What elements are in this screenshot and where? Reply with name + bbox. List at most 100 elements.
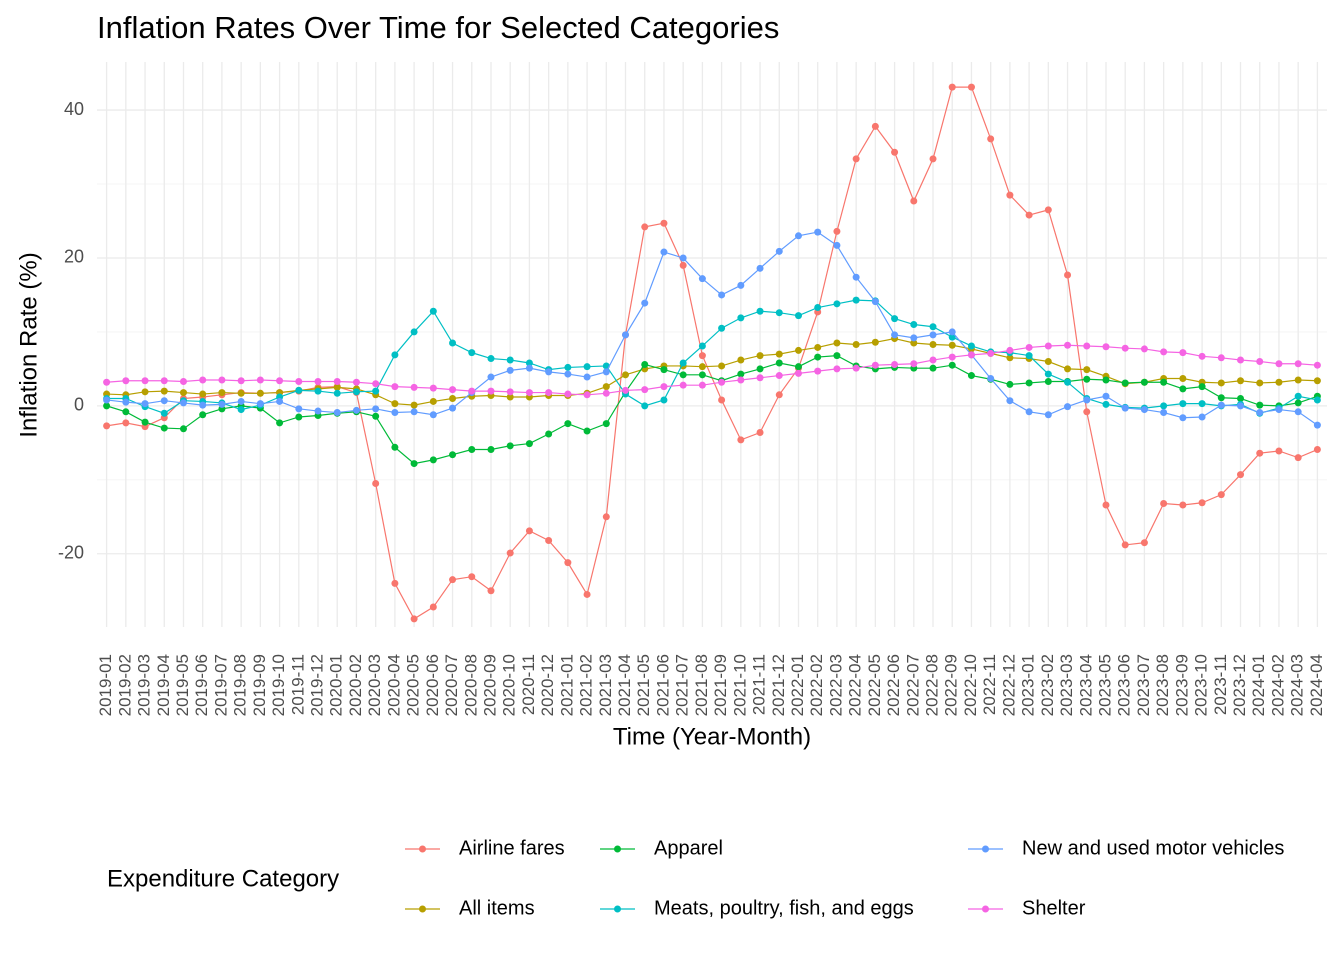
point xyxy=(468,573,476,581)
point xyxy=(929,155,937,163)
legend-entry: Apparel xyxy=(600,837,723,859)
point xyxy=(410,460,418,468)
point xyxy=(1121,404,1129,412)
point xyxy=(929,323,937,331)
point xyxy=(871,122,879,130)
point xyxy=(1140,406,1148,414)
point xyxy=(622,371,630,379)
point xyxy=(929,331,937,339)
point xyxy=(506,442,514,450)
y-tick-label: -20 xyxy=(58,543,84,563)
x-tick-label: 2020-07 xyxy=(442,654,461,716)
point xyxy=(276,419,284,427)
legend-key-point xyxy=(614,905,621,913)
point xyxy=(718,396,726,404)
point xyxy=(641,386,649,394)
series-line xyxy=(106,299,1318,414)
point xyxy=(1217,379,1225,387)
point xyxy=(583,590,591,598)
point xyxy=(775,350,783,358)
point xyxy=(1294,360,1302,368)
point xyxy=(1179,501,1187,509)
x-tick-label: 2023-09 xyxy=(1172,654,1191,716)
point xyxy=(852,296,860,304)
x-tick-label: 2019-06 xyxy=(192,654,211,716)
point xyxy=(160,409,168,417)
point xyxy=(449,339,457,347)
point xyxy=(1217,394,1225,402)
point xyxy=(237,397,245,405)
point xyxy=(487,587,495,595)
point xyxy=(1198,499,1206,507)
point xyxy=(602,383,610,391)
point xyxy=(1237,402,1245,410)
point xyxy=(372,405,380,413)
x-tick-label: 2022-09 xyxy=(942,654,961,716)
point xyxy=(487,387,495,395)
point xyxy=(1275,360,1283,368)
x-tick-label: 2022-08 xyxy=(923,654,942,716)
point xyxy=(1044,370,1052,378)
point xyxy=(449,404,457,412)
x-tick-label: 2024-02 xyxy=(1268,654,1287,716)
y-tick-label: 0 xyxy=(74,395,84,415)
point xyxy=(314,377,322,385)
point xyxy=(1025,343,1033,351)
point xyxy=(1198,352,1206,360)
point xyxy=(833,365,841,373)
x-tick-label: 2020-11 xyxy=(519,654,538,715)
point xyxy=(391,409,399,417)
point xyxy=(1313,377,1321,385)
point xyxy=(1313,396,1321,404)
point xyxy=(756,307,764,315)
x-tick-label: 2019-05 xyxy=(173,654,192,716)
y-tick-label: 40 xyxy=(64,99,84,119)
point xyxy=(602,389,610,397)
point xyxy=(449,394,457,402)
point xyxy=(410,383,418,391)
point xyxy=(333,383,341,391)
legend-title: Expenditure Category xyxy=(107,865,339,892)
point xyxy=(948,328,956,336)
point xyxy=(660,396,668,404)
point xyxy=(314,387,322,395)
legend-key-point xyxy=(419,905,426,913)
point xyxy=(737,314,745,322)
point xyxy=(218,389,226,397)
point xyxy=(987,349,995,357)
point xyxy=(1025,352,1033,360)
point xyxy=(948,341,956,349)
point xyxy=(1083,396,1091,404)
point xyxy=(814,304,822,312)
legend-key-point xyxy=(982,845,989,853)
point xyxy=(718,378,726,386)
x-tick-label: 2022-02 xyxy=(807,654,826,716)
chart-title: Inflation Rates Over Time for Selected C… xyxy=(97,10,779,45)
point xyxy=(295,386,303,394)
point xyxy=(429,456,437,464)
point xyxy=(852,273,860,281)
point xyxy=(468,446,476,454)
point xyxy=(833,241,841,249)
legend-label: Airline fares xyxy=(459,837,565,859)
point xyxy=(718,362,726,370)
series-line xyxy=(106,86,1318,620)
point xyxy=(429,384,437,392)
point xyxy=(602,420,610,428)
point xyxy=(987,375,995,383)
point xyxy=(967,372,975,380)
point xyxy=(583,427,591,435)
point xyxy=(199,411,207,419)
point xyxy=(1102,343,1110,351)
x-tick-label: 2021-03 xyxy=(596,654,615,716)
x-tick-label: 2022-03 xyxy=(826,654,845,716)
point xyxy=(641,223,649,231)
point xyxy=(1237,471,1245,479)
x-tick-label: 2024-03 xyxy=(1288,654,1307,716)
point xyxy=(1256,379,1264,387)
x-tick-label: 2020-04 xyxy=(384,654,403,716)
point xyxy=(506,388,514,396)
point xyxy=(679,261,687,269)
point xyxy=(775,247,783,255)
